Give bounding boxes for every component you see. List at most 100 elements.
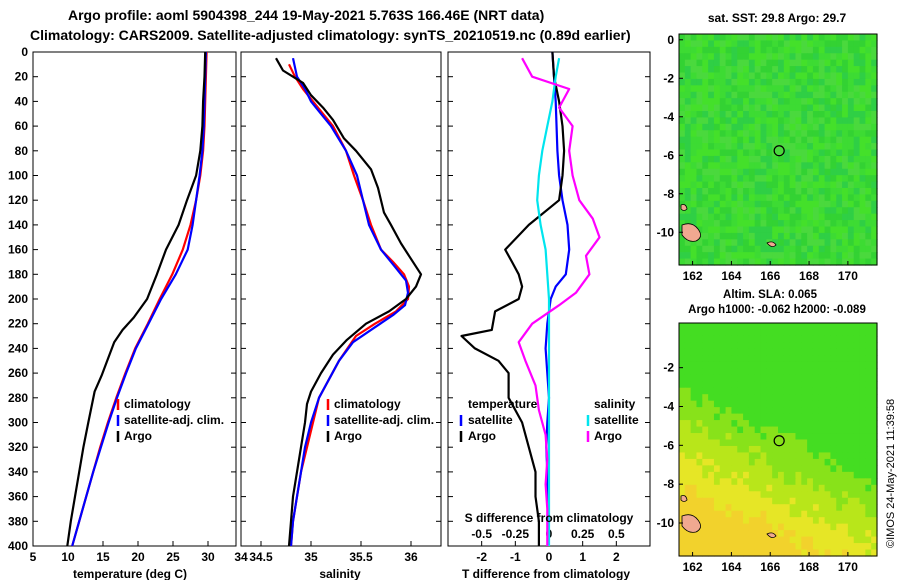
map-cell: [690, 543, 698, 551]
map-cell: [679, 66, 686, 74]
map-cell: [830, 207, 837, 215]
map-cell: [778, 374, 785, 382]
map-cell: [795, 53, 802, 61]
map-xtick-label: 162: [683, 269, 703, 283]
map-cell: [778, 91, 785, 99]
map-cell: [859, 258, 866, 266]
map-cell: [754, 361, 762, 369]
map-cell: [847, 491, 855, 499]
map-cell: [748, 413, 756, 421]
map-cell: [795, 510, 802, 518]
map-cell: [708, 374, 715, 382]
map-cell: [812, 335, 820, 344]
map-cell: [871, 355, 878, 363]
map-cell: [795, 85, 802, 93]
map-ytick-label: -4: [663, 399, 674, 413]
map-cell: [795, 491, 802, 499]
map-cell: [847, 329, 855, 337]
land-mass: [680, 495, 688, 502]
map-cell: [696, 98, 703, 106]
map-cell: [772, 252, 779, 260]
map-cell: [795, 245, 802, 253]
map-cell: [836, 510, 843, 518]
map-cell: [778, 510, 785, 518]
map-cell: [737, 200, 744, 208]
map-cell: [713, 117, 721, 125]
map-cell: [830, 523, 837, 531]
map-ytick-label: -6: [663, 438, 674, 452]
map-cell: [824, 123, 832, 131]
map-cell: [783, 46, 791, 54]
map-cell: [824, 213, 832, 221]
map-cell: [748, 510, 756, 518]
map-cell: [754, 510, 762, 518]
map-cell: [801, 200, 808, 208]
map-cell: [801, 194, 808, 202]
map-cell: [760, 368, 767, 376]
map-cell: [778, 175, 785, 183]
map-cell: [801, 111, 808, 119]
map-cell: [690, 530, 698, 538]
map-cell: [871, 258, 878, 266]
map-cell: [748, 175, 756, 183]
map-cell: [778, 458, 785, 466]
map-cell: [824, 549, 832, 557]
map-cell: [702, 53, 709, 61]
map-cell: [842, 143, 849, 151]
map-cell: [783, 200, 791, 208]
map-cell: [818, 78, 826, 86]
map-cell: [725, 91, 733, 99]
map-cell: [719, 368, 727, 376]
map-cell: [865, 400, 872, 408]
map-cell: [708, 510, 715, 518]
map-cell: [847, 387, 855, 395]
map-cell: [696, 478, 703, 486]
map-cell: [795, 439, 802, 447]
map-cell: [824, 504, 832, 512]
map-cell: [690, 175, 698, 183]
map-cell: [871, 117, 878, 125]
map-cell: [713, 40, 721, 48]
map-cell: [836, 549, 843, 557]
map-cell: [847, 78, 855, 86]
map-cell: [754, 433, 762, 441]
map-cell: [696, 59, 703, 67]
map-cell: [702, 381, 709, 389]
map-cell: [702, 213, 709, 221]
map-cell: [766, 72, 773, 80]
map-cell: [859, 374, 866, 382]
map-cell: [807, 348, 814, 356]
map-cell: [795, 413, 802, 421]
map-cell: [713, 239, 721, 247]
map-cell: [812, 162, 820, 170]
map-cell: [871, 452, 878, 460]
sal-legend-climatology: climatology: [334, 397, 401, 411]
map-cell: [824, 394, 832, 402]
map-cell: [865, 143, 872, 151]
map-cell: [731, 213, 738, 221]
map-cell: [801, 361, 808, 369]
map-cell: [807, 394, 814, 402]
map-cell: [847, 220, 855, 228]
map-cell: [743, 387, 750, 395]
map-cell: [731, 433, 738, 441]
map-cell: [842, 53, 849, 61]
map-cell: [807, 258, 814, 266]
map-cell: [801, 433, 808, 441]
map-cell: [871, 465, 878, 473]
map-cell: [684, 162, 692, 170]
map-cell: [783, 245, 791, 253]
map-cell: [783, 123, 791, 131]
map-cell: [830, 78, 837, 86]
map-cell: [766, 232, 773, 240]
map-cell: [783, 181, 791, 189]
map-cell: [859, 53, 866, 61]
map-cell: [690, 433, 698, 441]
map-cell: [842, 40, 849, 48]
map-cell: [830, 245, 837, 253]
map-cell: [708, 491, 715, 499]
map-cell: [725, 53, 733, 61]
map-cell: [818, 471, 826, 479]
map-cell: [847, 252, 855, 260]
map-cell: [853, 484, 861, 492]
